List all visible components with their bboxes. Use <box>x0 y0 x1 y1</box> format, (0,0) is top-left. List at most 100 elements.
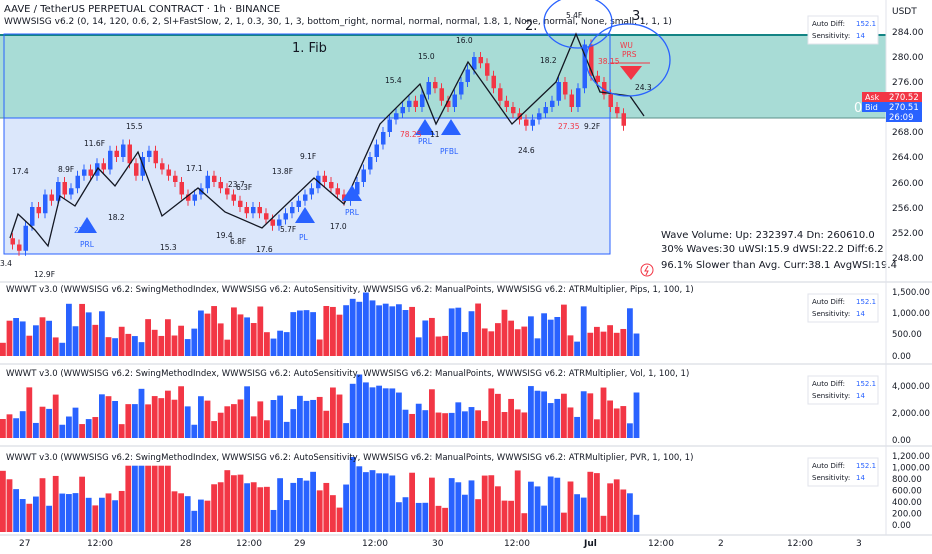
candle-body <box>374 144 379 157</box>
volume-bar <box>356 466 363 532</box>
swing-label: PRL <box>418 137 433 146</box>
volume-bar <box>396 502 402 532</box>
candle-body <box>56 182 61 201</box>
currency-label[interactable]: USDT <box>892 7 917 17</box>
volume-bar <box>455 307 462 356</box>
settings-label: Sensitivity: <box>812 32 850 40</box>
volume-bar <box>257 401 264 438</box>
volume-bar <box>191 424 198 438</box>
swing-label: PFBL <box>440 147 459 156</box>
volume-bar <box>211 484 217 532</box>
pane-tick-label: 1,200.00 <box>892 452 930 462</box>
volume-bar <box>547 403 554 438</box>
bar-countdown: 26:09 <box>889 113 914 123</box>
volume-bar <box>462 494 468 532</box>
swing-label: 8.9F <box>58 165 74 174</box>
volume-bar <box>369 387 376 438</box>
settings-value: 152.1 <box>856 20 876 28</box>
candle-body <box>121 144 126 157</box>
volume-bar <box>99 311 105 356</box>
volume-bar <box>178 493 184 532</box>
wave-volume-text: Wave Volume: Up: 232397.4 Dn: 260610.0 <box>661 230 875 241</box>
volume-bar <box>244 317 250 356</box>
volume-bar <box>448 412 455 438</box>
volume-bar <box>125 465 132 532</box>
volume-bar <box>468 311 475 356</box>
volume-bar <box>481 420 488 438</box>
volume-bar <box>204 400 211 438</box>
pane-title[interactable]: WWWT v3.0 (WWWSISG v6.2: SwingMethodInde… <box>6 453 693 463</box>
candle-body <box>290 207 295 214</box>
volume-bar <box>33 496 39 532</box>
volume-bar <box>561 304 567 356</box>
volume-bar <box>349 298 356 356</box>
candle-body <box>88 169 93 176</box>
candle-body <box>602 82 607 95</box>
volume-bar <box>541 391 547 438</box>
volume-bar <box>224 470 231 532</box>
volume-bar <box>277 395 283 438</box>
price-tick-label: 284.00 <box>892 28 924 38</box>
time-tick-label: 29 <box>294 539 306 549</box>
pane-tick-label: 500.00 <box>892 330 922 340</box>
pane-title[interactable]: WWWT v3.0 (WWWSISG v6.2: SwingMethodInde… <box>6 285 694 295</box>
swing-label: 11.6F <box>84 139 105 148</box>
candle-body <box>589 44 594 76</box>
indicator-legend[interactable]: WWWSISG v6.2 (0, 14, 120, 0.6, 2, Sl+Fas… <box>4 17 672 27</box>
volume-bar <box>79 424 85 438</box>
candle-body <box>17 244 22 251</box>
settings-label: Auto Diff: <box>812 298 845 306</box>
swing-label: 17.1 <box>186 164 203 173</box>
volume-bar <box>488 475 495 532</box>
pane-title[interactable]: WWWT v3.0 (WWWSISG v6.2: SwingMethodInde… <box>6 369 689 379</box>
volume-bar <box>105 337 112 356</box>
swing-label: 24.6 <box>518 146 535 155</box>
volume-bar <box>495 323 501 356</box>
volume-bar <box>554 316 561 356</box>
volume-bar <box>250 482 257 532</box>
settings-label: Sensitivity: <box>812 310 850 318</box>
time-tick-label: 12:00 <box>504 539 530 549</box>
volume-bar <box>528 316 534 356</box>
symbol-title[interactable]: AAVE / TetherUS PERPETUAL CONTRACT · 1h … <box>4 4 280 15</box>
volume-bar <box>290 482 297 532</box>
swing-label: 17.0 <box>330 222 347 231</box>
pane-tick-label: 1,000.00 <box>892 309 930 319</box>
volume-bar <box>19 321 26 356</box>
volume-bar <box>0 470 6 532</box>
volume-bar <box>165 465 171 532</box>
candle-body <box>10 238 15 245</box>
time-tick-label: 12:00 <box>787 539 813 549</box>
volume-bar <box>33 325 39 356</box>
price-tick-label: 256.00 <box>892 204 924 214</box>
volume-bar <box>514 409 521 438</box>
candle-body <box>446 100 451 107</box>
annotation-circle-2 <box>543 0 613 49</box>
volume-bar <box>620 489 627 532</box>
alert-icon[interactable] <box>640 263 654 277</box>
pane-tick-label: 800.00 <box>892 475 922 485</box>
candle-body <box>62 182 67 195</box>
price-axis[interactable]: USDT 284.00 280.00 276.00 268.00 264.00 260.0… <box>862 0 924 535</box>
volume-bar <box>600 387 607 438</box>
time-axis[interactable]: 27 12:00 28 12:00 29 12:00 30 12:00 Jul 12:00 2 12:… <box>19 539 862 549</box>
volume-bar <box>13 318 19 356</box>
volume-bar <box>349 456 356 532</box>
settings-label: Auto Diff: <box>812 380 845 388</box>
volume-bar <box>468 407 475 438</box>
volume-bar <box>171 399 178 438</box>
candle-body <box>426 82 431 95</box>
volume-bar <box>541 505 547 532</box>
volume-bar <box>138 465 145 532</box>
volume-bar <box>376 385 382 438</box>
candle-body <box>218 182 223 189</box>
volume-bar <box>257 306 264 356</box>
settings-label: Auto Diff: <box>812 462 845 470</box>
candle-body <box>621 113 626 126</box>
swing-label: 3.4 <box>0 259 12 268</box>
candle-body <box>49 194 54 201</box>
candle-body <box>296 200 301 207</box>
swing-label: 6.3F <box>236 183 252 192</box>
volume-bar <box>448 478 455 532</box>
